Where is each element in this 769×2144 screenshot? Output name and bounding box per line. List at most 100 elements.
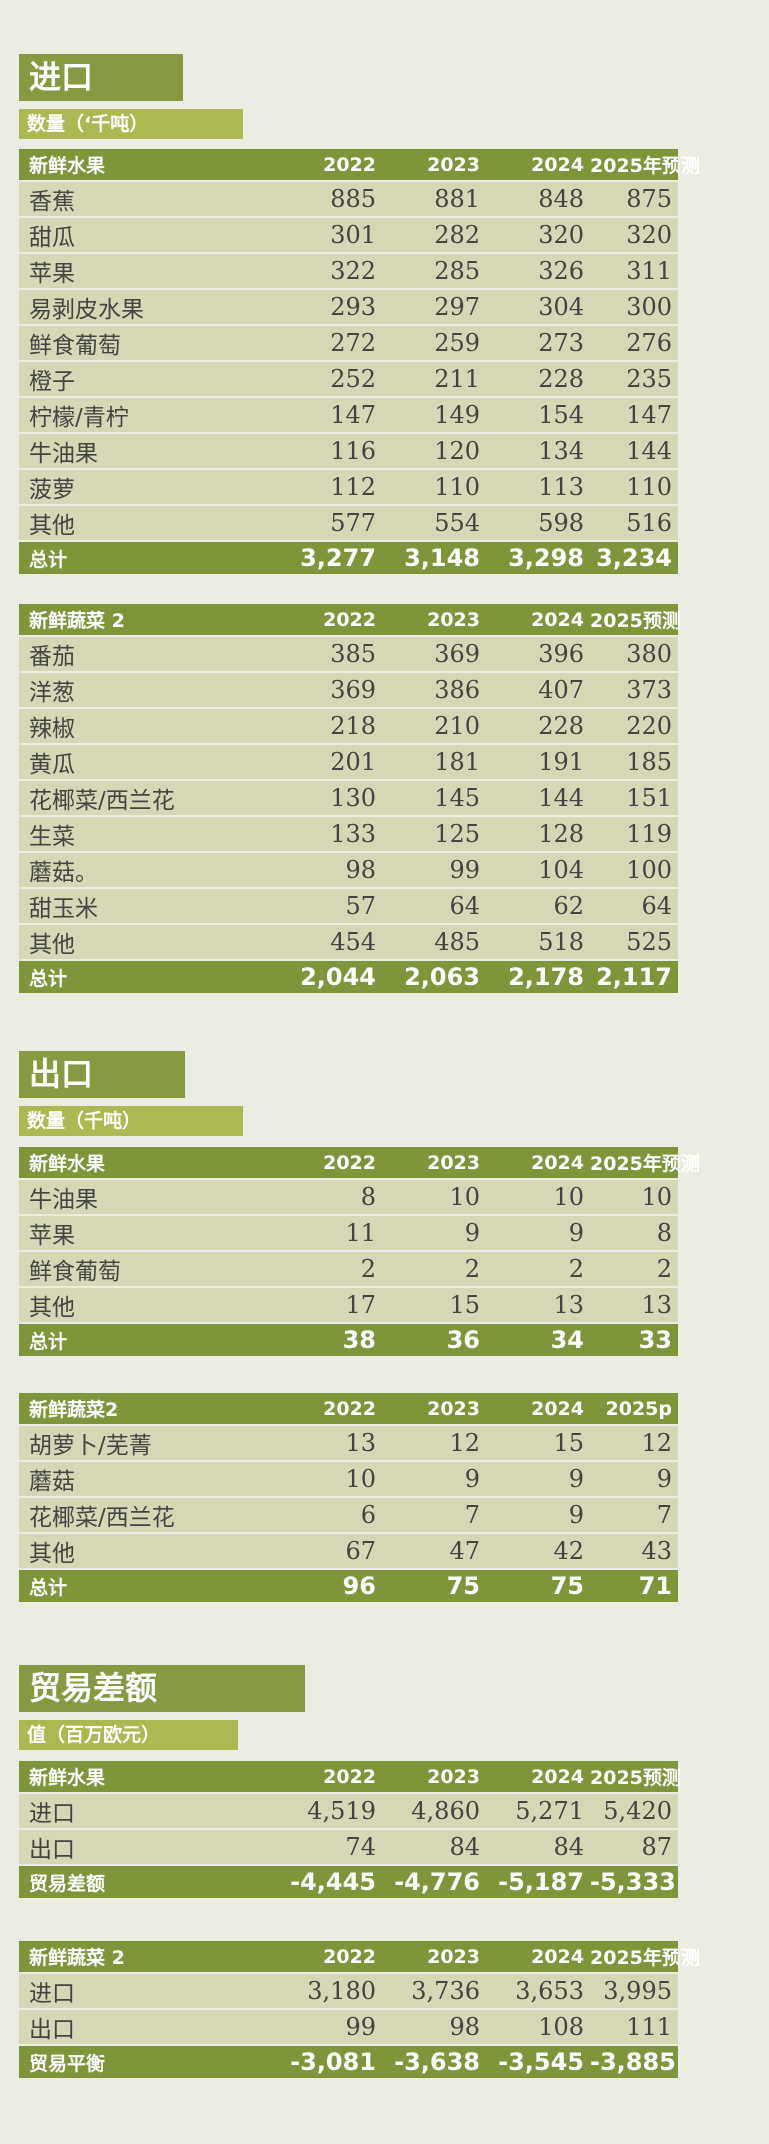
table-row: 甜瓜 301 282 320 320 [19, 217, 678, 253]
value-cell: 191 [538, 748, 584, 776]
value-cell: 300 [626, 293, 672, 321]
total-value: -5,187 [498, 1868, 584, 1896]
row-label: 进口 [29, 1801, 75, 1827]
value-cell: 369 [434, 640, 480, 668]
exports-subtitle: 数量（千吨） [19, 1106, 243, 1136]
value-cell: 8 [360, 1183, 376, 1211]
value-cell: 311 [626, 257, 672, 285]
row-label: 其他 [29, 513, 75, 539]
balance-section-title: 贸易差额 [19, 1665, 305, 1712]
row-label: 牛油果 [29, 1187, 98, 1213]
value-cell: 297 [434, 293, 480, 321]
table-row: 苹果 322 285 326 311 [19, 253, 678, 289]
total-value: -3,638 [394, 2048, 480, 2076]
column-header: 2025p [605, 1397, 672, 1420]
table-category-header: 新鲜水果 [29, 1767, 106, 1789]
value-cell: 151 [626, 784, 672, 812]
table-category-header: 新鲜蔬菜 2 [29, 1947, 125, 1969]
table-header-row: 新鲜蔬菜2 2022 2023 2024 2025p [19, 1393, 678, 1425]
value-cell: 185 [626, 748, 672, 776]
table-row: 蘑菇 10 9 9 9 [19, 1461, 678, 1497]
value-cell: 228 [538, 365, 584, 393]
value-cell: 235 [626, 365, 672, 393]
column-header: 2024 [531, 153, 584, 176]
value-cell: 518 [538, 928, 584, 956]
row-label: 甜玉米 [29, 896, 98, 922]
total-value: -3,545 [498, 2048, 584, 2076]
column-header: 2025预测 [590, 610, 681, 632]
value-cell: 4,519 [307, 1797, 376, 1825]
table-row: 苹果 11 9 9 8 [19, 1215, 678, 1251]
table-row: 花椰菜/西兰花 6 7 9 7 [19, 1497, 678, 1533]
value-cell: 10 [345, 1465, 376, 1493]
imports-veg-table: 新鲜蔬菜 2 2022 2023 2024 2025预测 番茄 385 369 396 380 洋葱… [19, 604, 681, 993]
row-label: 黄瓜 [29, 752, 75, 778]
value-cell: 9 [656, 1465, 672, 1493]
table-category-header: 新鲜水果 [29, 1153, 106, 1175]
value-cell: 108 [538, 2013, 584, 2041]
imports-subtitle: 数量（‘千吨） [19, 109, 243, 139]
value-cell: 8 [656, 1219, 672, 1247]
row-label: 甜瓜 [29, 225, 75, 251]
value-cell: 252 [330, 365, 376, 393]
row-label: 鲜食葡萄 [29, 333, 121, 359]
table-row: 黄瓜 201 181 191 185 [19, 744, 678, 780]
exports-fruit-table: 新鲜水果 2022 2023 2024 2025年预测 牛油果 8 10 10 10 苹果 11 9 9 8… [19, 1147, 700, 1356]
total-value: -3,885 [590, 2048, 676, 2076]
value-cell: 15 [553, 1429, 584, 1457]
column-header: 2023 [427, 608, 480, 631]
total-value: 3,298 [508, 544, 584, 572]
total-label: 总计 [29, 967, 68, 990]
value-cell: 273 [538, 329, 584, 357]
total-value: 75 [550, 1572, 584, 1600]
value-cell: 13 [641, 1291, 672, 1319]
row-label: 生菜 [29, 824, 75, 850]
value-cell: 3,653 [515, 1977, 584, 2005]
value-cell: 7 [656, 1501, 672, 1529]
table-row: 牛油果 8 10 10 10 [19, 1179, 678, 1215]
total-value: 96 [342, 1572, 376, 1600]
value-cell: 9 [464, 1219, 480, 1247]
value-cell: 67 [345, 1537, 376, 1565]
value-cell: 15 [449, 1291, 480, 1319]
total-value: -4,445 [290, 1868, 376, 1896]
column-header: 2024 [531, 1765, 584, 1788]
table-row: 生菜 133 125 128 119 [19, 816, 678, 852]
value-cell: 149 [434, 401, 480, 429]
value-cell: 386 [434, 676, 480, 704]
value-cell: 119 [626, 820, 672, 848]
total-value: 3,277 [300, 544, 376, 572]
value-cell: 4,860 [411, 1797, 480, 1825]
value-cell: 10 [641, 1183, 672, 1211]
value-cell: 218 [330, 712, 376, 740]
value-cell: 7 [464, 1501, 480, 1529]
value-cell: 120 [434, 437, 480, 465]
total-row: 总计 96 75 75 71 [19, 1569, 678, 1602]
column-header: 2023 [427, 1151, 480, 1174]
value-cell: 10 [449, 1183, 480, 1211]
value-cell: 98 [449, 2013, 480, 2041]
value-cell: 110 [626, 473, 672, 501]
column-header: 2023 [427, 1397, 480, 1420]
total-value: 2,044 [300, 963, 376, 991]
table-header-row: 新鲜水果 2022 2023 2024 2025年预测 [19, 1147, 700, 1179]
value-cell: 98 [345, 856, 376, 884]
value-cell: 380 [626, 640, 672, 668]
table-row: 香蕉 885 881 848 875 [19, 181, 678, 217]
value-cell: 2 [568, 1255, 584, 1283]
table-row: 其他 17 15 13 13 [19, 1287, 678, 1323]
value-cell: 74 [345, 1833, 376, 1861]
value-cell: 3,995 [603, 1977, 672, 2005]
value-cell: 64 [641, 892, 672, 920]
total-value: 2,063 [404, 963, 480, 991]
total-value: 75 [446, 1572, 480, 1600]
value-cell: 2 [360, 1255, 376, 1283]
value-cell: 282 [434, 221, 480, 249]
total-value: 34 [550, 1326, 584, 1354]
value-cell: 17 [345, 1291, 376, 1319]
table-row: 进口 3,180 3,736 3,653 3,995 [19, 1973, 678, 2009]
total-value: 3,234 [596, 544, 672, 572]
value-cell: 598 [538, 509, 584, 537]
table-header-row: 新鲜蔬菜 2 2022 2023 2024 2025年预测 [19, 1941, 700, 1973]
total-value: 71 [638, 1572, 672, 1600]
